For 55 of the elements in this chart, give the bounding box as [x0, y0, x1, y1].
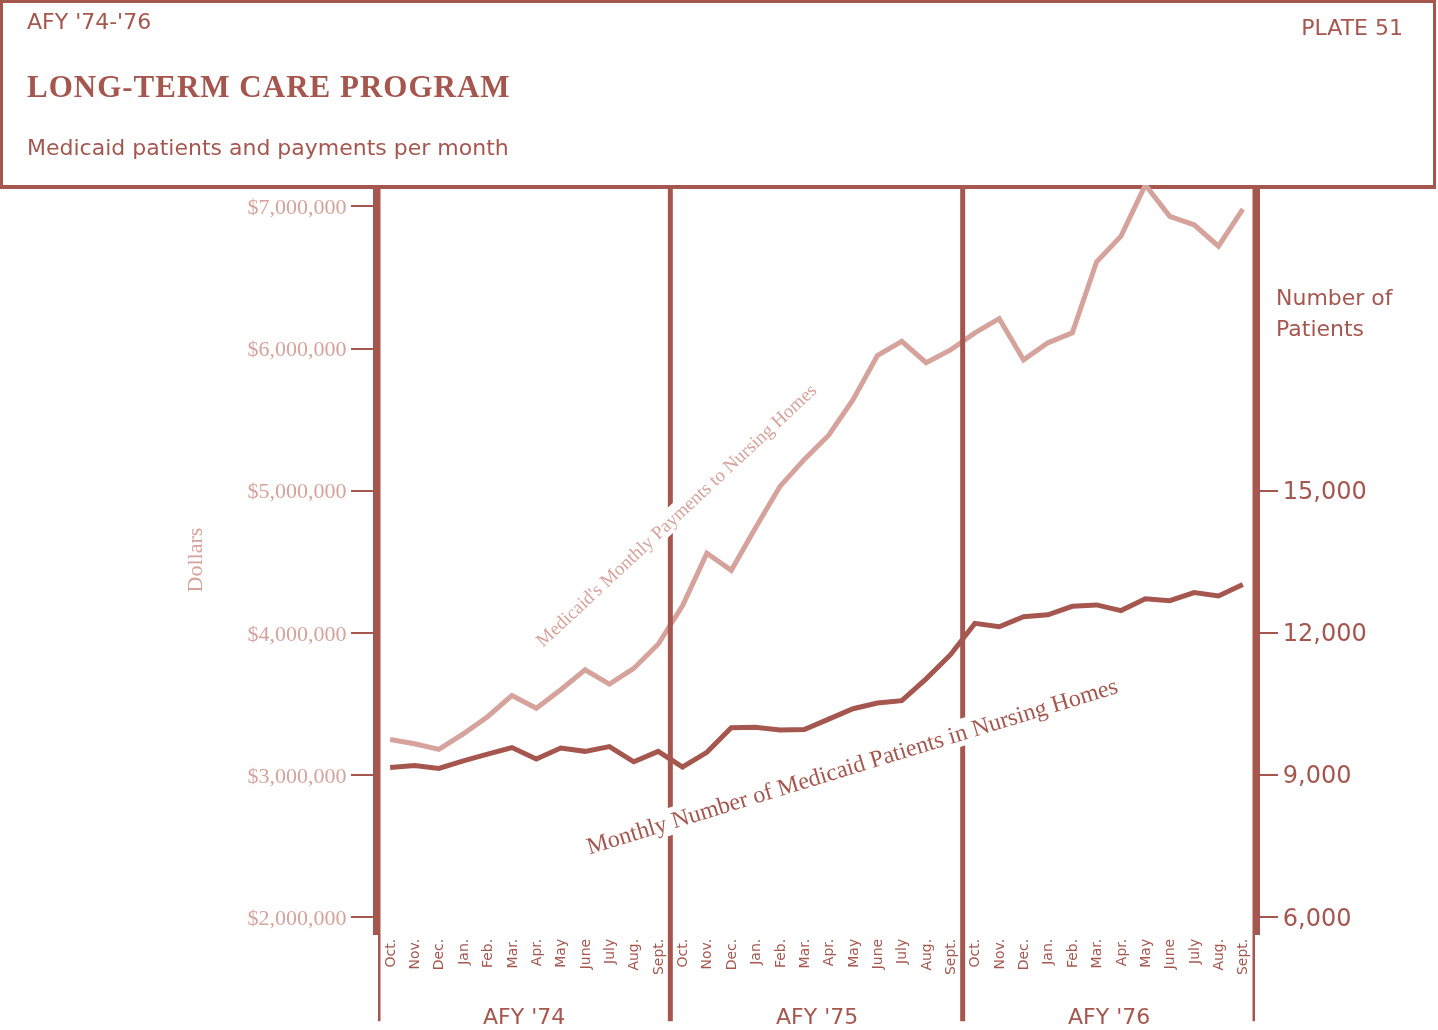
y-tick-label: $3,000,000 [247, 762, 347, 788]
y-tick-label: $2,000,000 [247, 904, 347, 930]
x-tick-label: Sept. [1234, 938, 1251, 976]
x-tick-label: Mar. [795, 938, 812, 969]
text: AFY '74 [483, 1004, 566, 1029]
x-tick-label: Oct. [381, 938, 398, 968]
x-tick-label: Apr. [527, 938, 544, 967]
y-tick-label: $7,000,000 [247, 194, 347, 220]
text: AFY '75 [776, 1004, 859, 1029]
y-tick-label: $6,000,000 [247, 336, 347, 362]
x-tick-label: May [552, 938, 569, 968]
x-tick-label: June [576, 938, 593, 971]
x-tick-label: July [1185, 938, 1202, 965]
x-tick-label: Nov. [698, 938, 715, 970]
x-tick-label: Dec. [430, 938, 447, 971]
x-tick-label: Feb. [1063, 938, 1080, 969]
x-tick-label: Mar. [1088, 938, 1105, 969]
x-tick-label: Aug. [625, 938, 642, 971]
x-tick-label: Feb. [479, 938, 496, 969]
x-tick-label: Nov. [406, 938, 423, 970]
y2-tick-label: 9,000 [1282, 761, 1352, 790]
x-tick-label: Jan. [747, 938, 764, 966]
x-tick-label: Dec. [722, 938, 739, 971]
y-tick-label: $4,000,000 [247, 620, 347, 646]
y2-axis-title: Number of Patients [1276, 284, 1394, 343]
x-tick-label: June [1161, 938, 1178, 971]
y-axis-title: Dollars [182, 527, 208, 593]
x-tick-label: Sept. [942, 938, 959, 976]
x-tick-label: Jan. [1039, 938, 1056, 966]
text: AFY '74-'76 [27, 9, 152, 34]
x-tick-label: May [1136, 938, 1153, 968]
y2-tick-label: 6,000 [1282, 903, 1352, 932]
x-tick-label: Apr. [820, 938, 837, 967]
x-tick-label: July [600, 938, 617, 965]
y2-tick-label: 12,000 [1282, 619, 1367, 648]
x-tick-label: Apr. [1112, 938, 1129, 967]
chart-title: LONG-TERM CARE PROGRAM [27, 69, 511, 105]
x-tick-label: July [893, 938, 910, 965]
x-tick-label: Feb. [771, 938, 788, 969]
x-tick-label: May [844, 938, 861, 968]
y2-tick-label: 15,000 [1282, 477, 1367, 506]
chart-subtitle: Medicaid patients and payments per month [27, 135, 509, 160]
x-tick-label: Aug. [917, 938, 934, 971]
x-tick-label: Oct. [966, 938, 983, 968]
x-tick-label: Sept. [649, 938, 666, 976]
y-tick-label: $5,000,000 [247, 478, 347, 504]
x-tick-label: Mar. [503, 938, 520, 969]
text: AFY '76 [1068, 1004, 1151, 1029]
text: PLATE 51 [1301, 15, 1403, 40]
x-tick-label: June [868, 938, 885, 971]
x-tick-label: Oct. [674, 938, 691, 968]
x-tick-label: Nov. [990, 938, 1007, 970]
x-tick-label: Dec. [1015, 938, 1032, 971]
x-tick-label: Jan. [454, 938, 471, 966]
x-tick-label: Aug. [1210, 938, 1227, 971]
